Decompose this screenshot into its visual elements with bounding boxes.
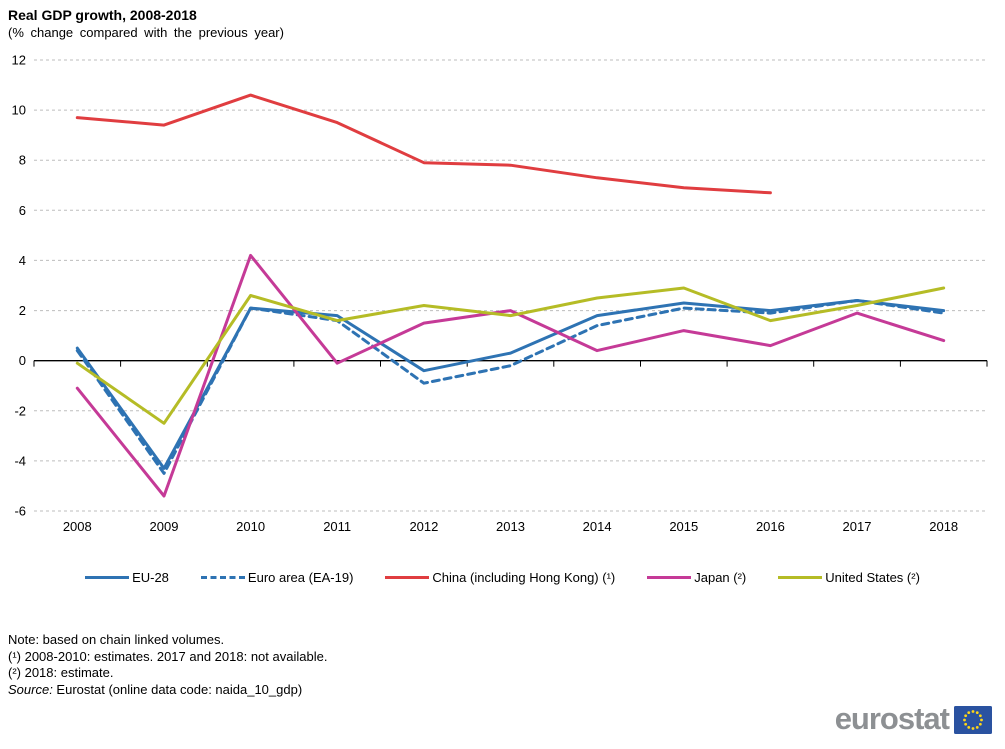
source-text: Eurostat (online data code: naida_10_gdp… [52, 681, 303, 697]
flag-star [978, 722, 982, 726]
x-axis-tick-label: 2009 [150, 519, 179, 534]
flag-star [971, 710, 975, 713]
flag-star [964, 722, 968, 726]
y-axis-tick-label: 6 [19, 203, 26, 218]
legend-label: United States (²) [825, 570, 920, 585]
series-line-japan [75, 253, 946, 498]
chart-subtitle: (% change compared with the previous yea… [8, 25, 284, 40]
flag-star [967, 711, 971, 715]
x-axis-tick-label: 2014 [583, 519, 612, 534]
series-line-euro-area-ea-19 [75, 299, 946, 475]
note-line: (²) 2018: estimate. [8, 665, 114, 680]
x-axis-tick-label: 2008 [63, 519, 92, 534]
legend-label: Euro area (EA-19) [247, 570, 354, 585]
legend-line-sample [647, 576, 692, 579]
chart-legend: EU-28 Euro area (EA-19) China (including H… [0, 570, 1005, 585]
eurostat-logo-text: eurostat [834, 701, 950, 736]
note-line: (¹) 2008-2010: estimates. 2017 and 2018:… [8, 648, 328, 664]
legend-item-china-including-hong-kong: China (including Hong Kong) (¹) [385, 570, 615, 585]
series-line-china-including-hong-kong [75, 93, 772, 195]
flag-star [975, 725, 979, 729]
series-line-eu-28 [75, 299, 946, 470]
series-line-united-states [75, 286, 946, 425]
legend-item-united-states: United States (²) [778, 570, 920, 585]
y-axis-tick-label: -6 [14, 504, 26, 519]
y-axis-tick-label: 12 [12, 53, 26, 68]
flag-star [975, 711, 979, 715]
chart-title: Real GDP growth, 2008-2018 [8, 7, 197, 23]
legend-line-sample [85, 576, 130, 579]
y-axis-tick-label: 8 [19, 153, 26, 168]
legend-line-sample [200, 576, 245, 579]
legend-item-eu-28: EU-28 [85, 570, 169, 585]
flag-star [963, 718, 966, 722]
chart-notes: Note: based on chain linked volumes. (¹)… [8, 632, 327, 698]
x-axis-tick-label: 2011 [323, 519, 351, 534]
flag-star [980, 718, 983, 722]
y-axis-tick-label: -2 [14, 403, 26, 418]
legend-item-euro-area-ea-19: Euro area (EA-19) [200, 570, 354, 585]
x-axis-tick-label: 2010 [236, 519, 265, 534]
legend-item-japan: Japan (²) [647, 570, 746, 585]
x-axis-tick-label: 2013 [496, 519, 525, 534]
eu-flag-icon [954, 706, 992, 734]
y-axis-tick-label: -4 [14, 453, 26, 468]
y-axis-tick-label: 2 [19, 303, 26, 318]
legend-line-sample [778, 576, 823, 579]
flag-star [967, 725, 971, 729]
legend-line-sample [385, 576, 430, 579]
flag-star [964, 714, 968, 718]
note-line: Note: based on chain linked volumes. [8, 632, 225, 647]
y-axis-tick-label: 0 [19, 353, 26, 368]
y-axis-tick-label: 4 [19, 253, 26, 268]
x-axis-tick-label: 2017 [843, 519, 872, 534]
flag-background [954, 706, 992, 734]
y-axis-tick-label: 10 [12, 103, 26, 118]
x-axis-tick-label: 2015 [669, 519, 698, 534]
x-axis-tick-label: 2016 [756, 519, 785, 534]
source-label: Source: [8, 681, 53, 697]
source-line: Source: Eurostat (online data code: naid… [8, 682, 327, 699]
legend-label: China (including Hong Kong) (¹) [432, 570, 616, 585]
legend-label: EU-28 [132, 570, 169, 585]
gdp-line-chart: 12 10 8 6 4 2 0 -2 -4 -6 2008 2009 2010 2011 2012 2013 2… [12, 53, 988, 534]
legend-label: Japan (²) [694, 570, 747, 585]
flag-star [971, 727, 975, 730]
flag-star [978, 714, 982, 718]
x-axis-tick-label: 2018 [929, 519, 958, 534]
eurostat-logo: eurostat [835, 702, 992, 736]
x-axis-tick-label: 2012 [409, 519, 438, 534]
